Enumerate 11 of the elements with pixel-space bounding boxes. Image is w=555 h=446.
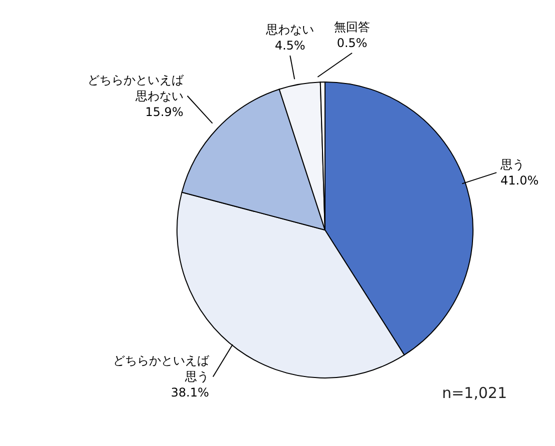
slice-label: どちらかといえば思わない (87, 72, 184, 103)
slice-label: 無回答 (334, 20, 370, 34)
slice-label: どちらかといえば思う (113, 354, 210, 384)
data-label: 41.0% (500, 174, 539, 188)
data-label: 0.5% (336, 36, 368, 50)
slice-label: 思う (500, 158, 525, 172)
slice-label: 思わない (265, 22, 314, 37)
text: n=1,021 (442, 384, 507, 402)
data-label: 15.9% (145, 104, 184, 119)
data-label: 38.1% (170, 386, 210, 400)
data-label: 4.5% (274, 38, 306, 53)
